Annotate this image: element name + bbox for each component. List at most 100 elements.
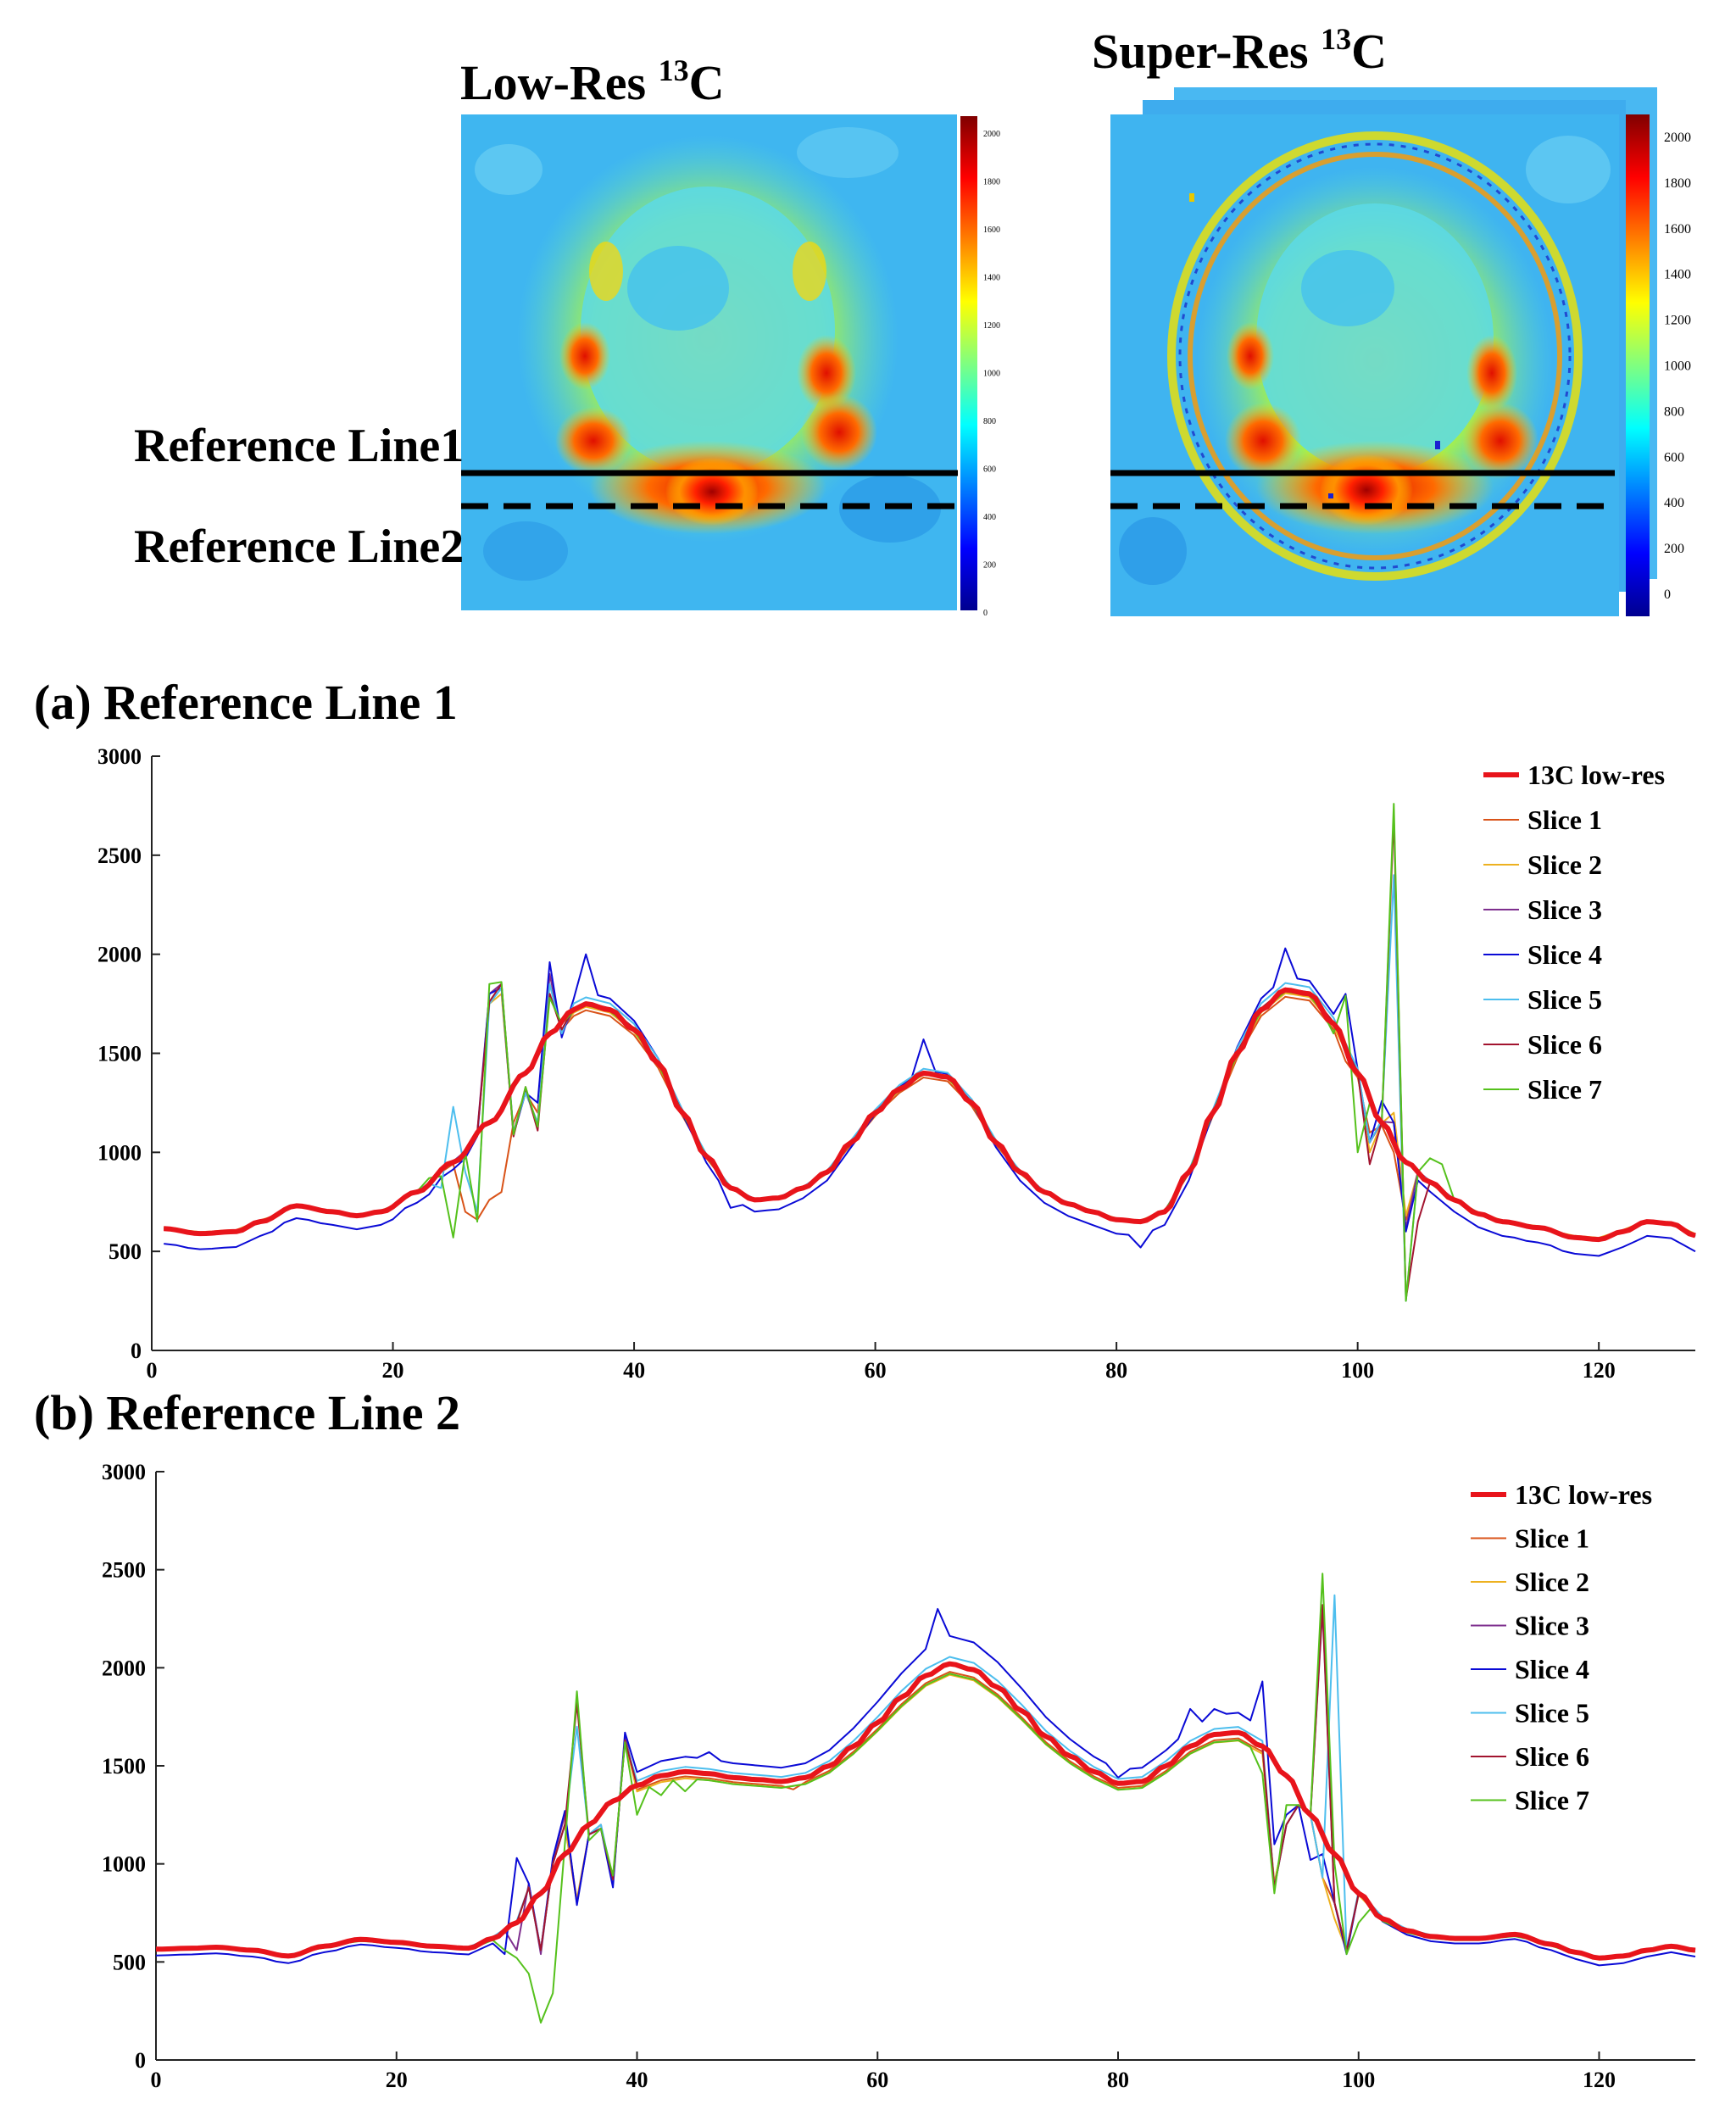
colorbar-tick-label: 800 bbox=[1664, 404, 1684, 419]
y-tick-label: 3000 bbox=[102, 1460, 146, 1484]
lowres-panel: Low-Res 13C 2000180016001400120010008006… bbox=[460, 53, 1000, 618]
colorbar-tick-label: 1000 bbox=[983, 370, 1000, 379]
y-tick-label: 500 bbox=[108, 1239, 142, 1264]
y-tick-label: 1000 bbox=[97, 1140, 142, 1165]
x-tick-label: 60 bbox=[866, 2068, 888, 2092]
chart-reference-line-1: (a) Reference Line 105001000150020002500… bbox=[34, 675, 1696, 1383]
colorbar-tick-label: 200 bbox=[1664, 542, 1684, 556]
colorbar-tick-label: 1600 bbox=[983, 225, 1000, 235]
chart-title: (b) Reference Line 2 bbox=[34, 1385, 460, 1440]
legend-label: Slice 4 bbox=[1515, 1654, 1589, 1684]
series-line-slice4 bbox=[164, 947, 1696, 1257]
x-tick-label: 40 bbox=[623, 1358, 645, 1383]
series-line-slice6 bbox=[155, 1604, 1696, 1959]
colorbar-tick-label: 1400 bbox=[983, 274, 1000, 283]
series-line-slice5 bbox=[164, 874, 1696, 1302]
series-line-slice7 bbox=[164, 803, 1696, 1302]
colorbar-tick-label: 2000 bbox=[1664, 131, 1691, 145]
colorbar-tick-label: 400 bbox=[983, 513, 996, 522]
colorbar-tick-label: 0 bbox=[983, 609, 988, 618]
x-tick-label: 0 bbox=[147, 1358, 158, 1383]
legend-label: Slice 2 bbox=[1527, 849, 1602, 880]
ref-line1-label: Reference Line1 bbox=[134, 420, 464, 472]
colorbar-tick-label: 1000 bbox=[1664, 359, 1691, 374]
series-line-slice3 bbox=[164, 973, 1696, 1239]
superres-title: Super-Res 13C bbox=[1092, 22, 1387, 79]
colorbar-tick-label: 400 bbox=[1664, 496, 1684, 510]
superres-colorbar bbox=[1626, 114, 1650, 616]
lowres-image bbox=[461, 114, 957, 610]
series-line-slice7 bbox=[155, 1573, 1696, 2024]
series-line-low_res bbox=[164, 987, 1696, 1243]
series-line-slice2 bbox=[155, 1673, 1696, 1958]
series-line-slice2 bbox=[164, 983, 1696, 1239]
chart-reference-line-2: (b) Reference Line 205001000150020002500… bbox=[34, 1385, 1696, 2092]
reference-lines: Reference Line1 Reference Line2 bbox=[134, 420, 1615, 573]
y-tick-label: 1500 bbox=[102, 1754, 146, 1779]
y-tick-label: 2500 bbox=[102, 1558, 146, 1583]
colorbar-tick-label: 200 bbox=[983, 561, 996, 571]
y-tick-label: 0 bbox=[135, 2048, 146, 2073]
colorbar-tick-label: 600 bbox=[983, 465, 996, 475]
legend-label: Slice 2 bbox=[1515, 1567, 1589, 1597]
y-tick-label: 2000 bbox=[97, 943, 142, 967]
series-line-slice1 bbox=[155, 1671, 1696, 1958]
colorbar-tick-label: 1200 bbox=[1664, 314, 1691, 328]
superres-panel: Super-Res 13C 20001800160014001200100080… bbox=[1092, 22, 1691, 616]
legend-label: Slice 7 bbox=[1527, 1074, 1602, 1105]
legend-label: Slice 7 bbox=[1515, 1785, 1589, 1816]
lowres-colorbar bbox=[960, 116, 977, 610]
x-tick-label: 60 bbox=[865, 1358, 887, 1383]
colorbar-tick-label: 1200 bbox=[983, 321, 1000, 331]
x-tick-label: 120 bbox=[1583, 2068, 1616, 2092]
x-tick-label: 20 bbox=[386, 2068, 408, 2092]
colorbar-tick-label: 1800 bbox=[983, 178, 1000, 187]
x-tick-label: 0 bbox=[151, 2068, 162, 2092]
colorbar-tick-label: 1400 bbox=[1664, 268, 1691, 282]
legend-label: Slice 3 bbox=[1527, 894, 1602, 925]
colorbar-tick-label: 1600 bbox=[1664, 222, 1691, 237]
legend-label: 13C low-res bbox=[1527, 760, 1665, 790]
superres-image bbox=[1110, 114, 1619, 616]
series-line-low_res bbox=[155, 1661, 1696, 1961]
legend-label: 13C low-res bbox=[1515, 1479, 1652, 1510]
chart-title: (a) Reference Line 1 bbox=[34, 675, 458, 730]
series-line-slice1 bbox=[164, 993, 1696, 1240]
legend-label: Slice 4 bbox=[1527, 939, 1602, 970]
colorbar-tick-label: 0 bbox=[1664, 587, 1671, 602]
lowres-title: Low-Res 13C bbox=[460, 53, 724, 110]
legend-label: Slice 6 bbox=[1515, 1741, 1589, 1772]
x-tick-label: 20 bbox=[382, 1358, 404, 1383]
colorbar-tick-label: 2000 bbox=[983, 130, 1000, 139]
legend: 13C low-res Slice 1 Slice 2 Slice 3 Slice 4 S… bbox=[1483, 760, 1665, 1105]
legend-label: Slice 6 bbox=[1527, 1029, 1602, 1060]
x-tick-label: 120 bbox=[1583, 1358, 1616, 1383]
legend-label: Slice 5 bbox=[1527, 984, 1602, 1015]
legend-label: Slice 1 bbox=[1527, 804, 1602, 835]
y-tick-label: 500 bbox=[113, 1950, 146, 1974]
y-tick-label: 1000 bbox=[102, 1852, 146, 1877]
colorbar-tick-label: 600 bbox=[1664, 450, 1684, 465]
series-line-slice4 bbox=[155, 1607, 1696, 1967]
colorbar-tick-label: 1800 bbox=[1664, 176, 1691, 191]
ref-line2-label: Reference Line2 bbox=[134, 521, 464, 573]
y-tick-label: 2500 bbox=[97, 843, 142, 868]
y-tick-label: 2000 bbox=[102, 1656, 146, 1680]
legend-label: Slice 5 bbox=[1515, 1698, 1589, 1729]
y-tick-label: 3000 bbox=[97, 744, 142, 769]
legend-label: Slice 3 bbox=[1515, 1611, 1589, 1641]
x-tick-label: 100 bbox=[1342, 2068, 1375, 2092]
x-tick-label: 80 bbox=[1105, 1358, 1127, 1383]
series-line-slice3 bbox=[155, 1607, 1696, 1959]
x-tick-label: 40 bbox=[626, 2068, 648, 2092]
legend-label: Slice 1 bbox=[1515, 1523, 1589, 1554]
x-tick-label: 100 bbox=[1341, 1358, 1374, 1383]
x-tick-label: 80 bbox=[1107, 2068, 1129, 2092]
colorbar-tick-label: 800 bbox=[983, 417, 996, 426]
y-tick-label: 0 bbox=[131, 1339, 142, 1363]
legend: 13C low-res Slice 1 Slice 2 Slice 3 Slice 4 S… bbox=[1471, 1479, 1652, 1816]
